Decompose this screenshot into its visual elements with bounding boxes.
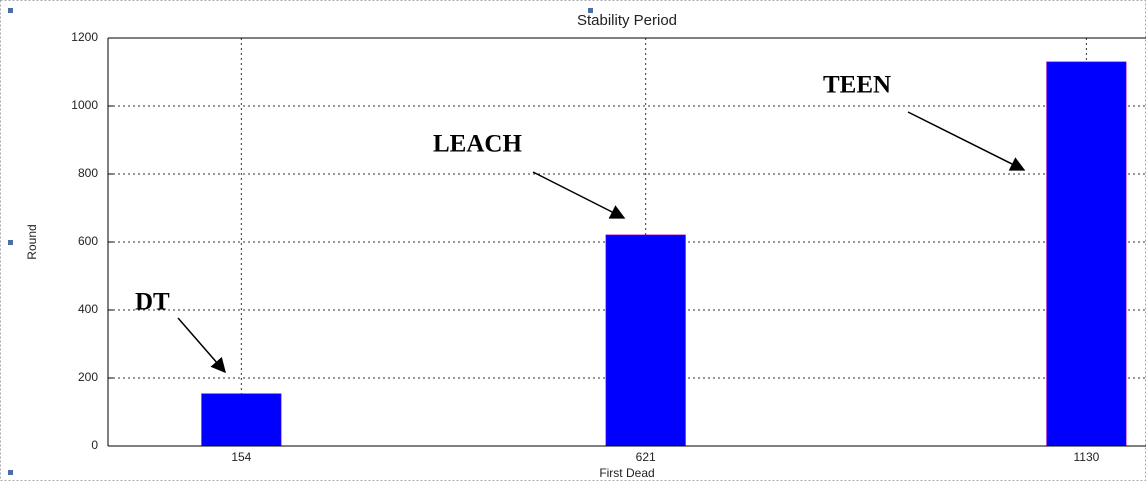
x-tick-label: 1130 [1073, 450, 1099, 464]
x-axis-label: First Dead [599, 466, 654, 480]
bar [1046, 61, 1127, 447]
handle [8, 470, 13, 475]
bar [201, 393, 282, 447]
annotation: LEACH [433, 131, 522, 158]
x-tick-label: 621 [636, 450, 656, 464]
annotation: DT [135, 289, 170, 316]
annotation-arrow [907, 111, 1026, 171]
y-tick-label: 400 [78, 302, 98, 316]
annotation-arrow [532, 171, 626, 219]
y-tick-label: 600 [78, 234, 98, 248]
handle [588, 8, 593, 13]
y-tick-label: 200 [78, 370, 98, 384]
annotation-arrow [177, 317, 226, 374]
handle [8, 8, 13, 13]
y-tick-label: 800 [78, 166, 98, 180]
y-tick-label: 0 [91, 438, 98, 452]
bar [605, 234, 686, 447]
y-tick-label: 1000 [71, 98, 98, 112]
handle [8, 240, 13, 245]
y-axis-label: Round [25, 224, 39, 259]
annotation: TEEN [823, 72, 891, 99]
y-tick-label: 1200 [71, 30, 98, 44]
x-tick-label: 154 [231, 450, 251, 464]
chart-title: Stability Period [577, 12, 677, 29]
